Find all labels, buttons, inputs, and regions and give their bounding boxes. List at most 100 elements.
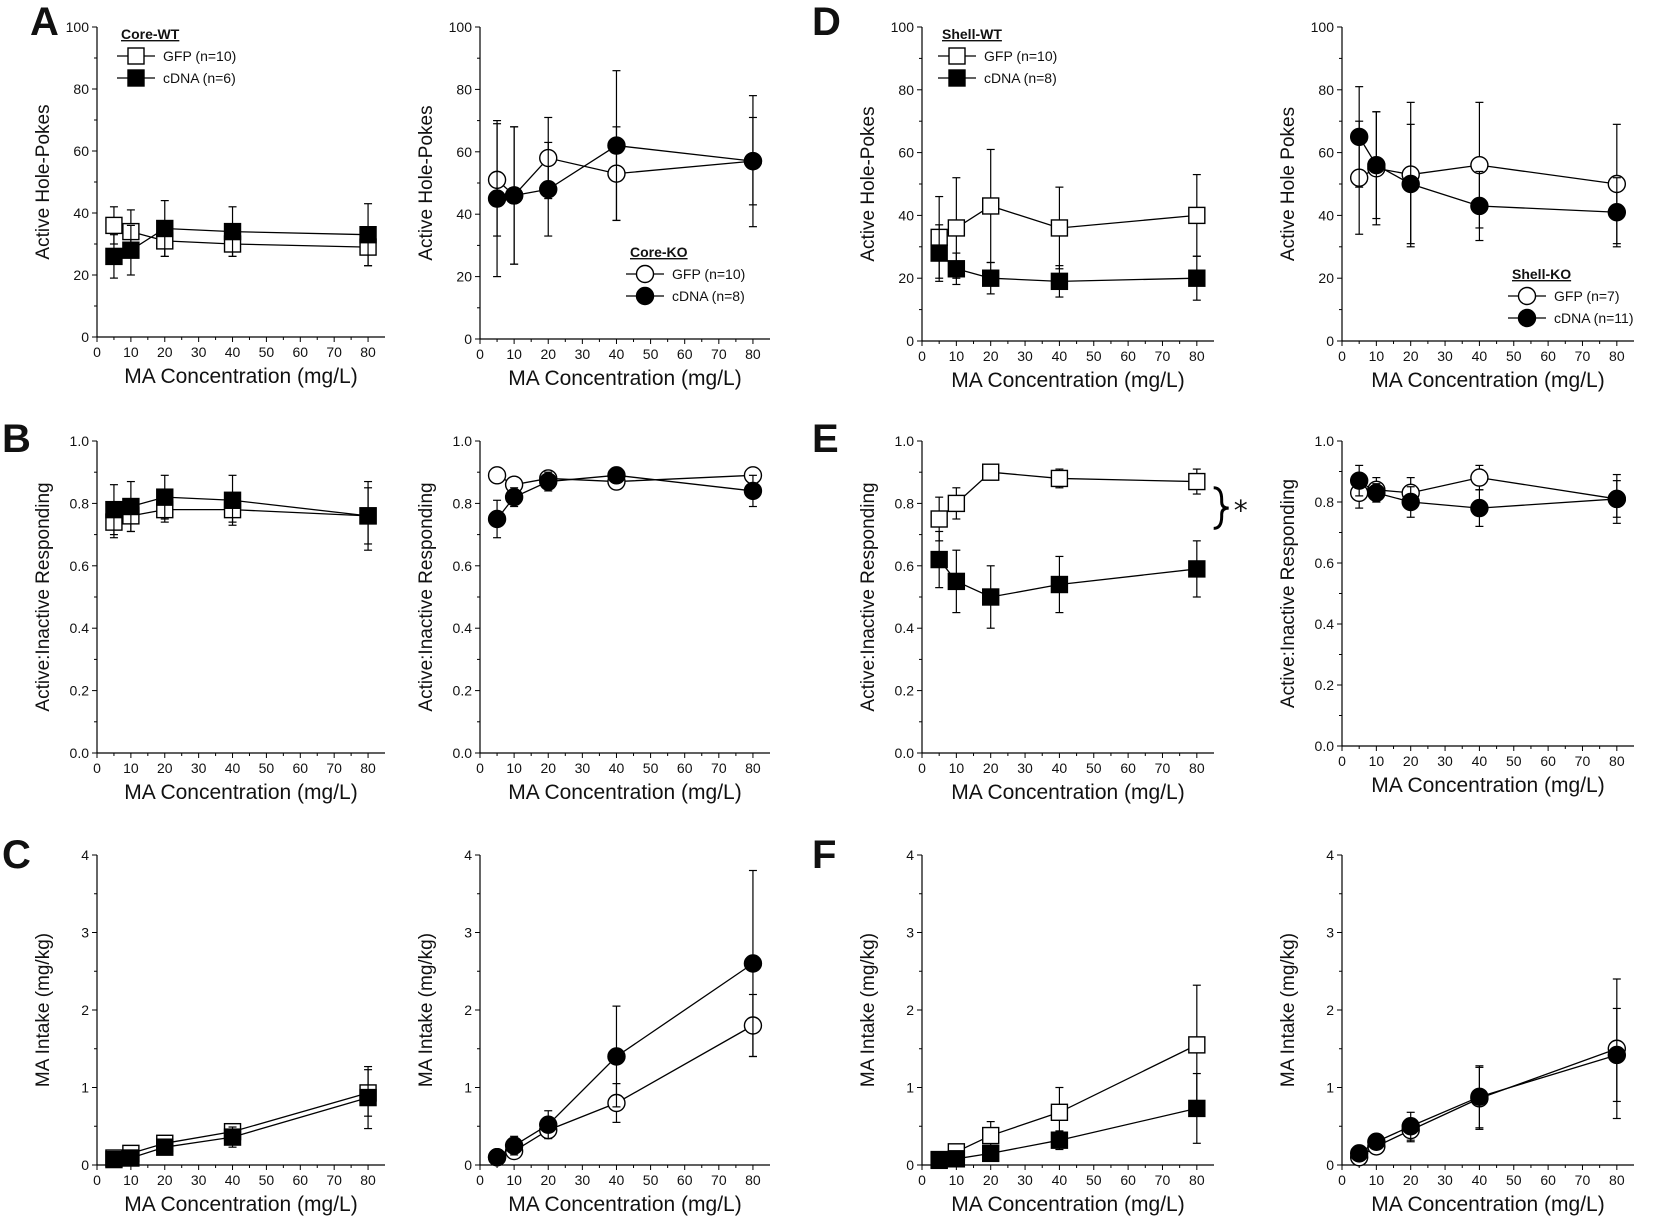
data-point — [105, 500, 123, 519]
x-tick-label: 50 — [259, 344, 275, 360]
legend-entry: cDNA (n=6) — [163, 70, 236, 86]
legend-entry: GFP (n=10) — [984, 48, 1057, 64]
series-circle-filled — [487, 70, 763, 278]
data-point — [947, 1150, 966, 1168]
data-point — [1470, 1087, 1489, 1107]
chart-f-left: 0 10 20 30 40 50 60 70 80 0 1 2 3 4 MA Concentration (… — [858, 847, 1214, 1216]
x-tick-label: 0 — [918, 348, 926, 364]
x-tick-label: 40 — [1052, 760, 1068, 776]
y-tick-label: 0 — [906, 1157, 914, 1173]
x-tick-label: 70 — [711, 1172, 727, 1188]
x-tick-label: 30 — [1437, 753, 1453, 769]
y-tick-label: 80 — [456, 81, 472, 97]
x-tick-label: 70 — [1575, 753, 1591, 769]
y-tick-label: 0.8 — [895, 495, 915, 511]
chart-c-left: 0 10 20 30 40 50 60 70 80 0 1 2 3 4 MA Concentration (… — [33, 847, 385, 1216]
x-tick-label: 60 — [1120, 1172, 1136, 1188]
y-tick-label: 3 — [81, 925, 89, 941]
data-point — [982, 1144, 1000, 1163]
data-point — [1367, 1132, 1386, 1151]
x-tick-label: 10 — [1369, 753, 1385, 769]
y-tick-label: 40 — [73, 205, 89, 221]
x-axis-title: MA Concentration (mg/L) — [508, 367, 741, 390]
legend: Shell-WT GFP (n=10) cDNA (n=8) — [938, 26, 1057, 87]
x-tick-label: 50 — [259, 1172, 275, 1188]
x-tick-label: 20 — [157, 1172, 173, 1188]
data-point — [1050, 272, 1069, 291]
x-tick-label: 0 — [93, 1172, 101, 1188]
x-tick-label: 10 — [123, 760, 139, 776]
x-tick-label: 50 — [643, 1172, 659, 1188]
x-tick-label: 40 — [1052, 1172, 1068, 1188]
x-tick-label: 0 — [918, 760, 926, 776]
series-circle-open — [1349, 978, 1627, 1167]
y-tick-label: 0.8 — [453, 495, 473, 511]
chart-e-right: 0 10 20 30 40 50 60 70 80 0.0 0.2 0.4 0.6 0.8 1.0 MA Co… — [1278, 433, 1634, 797]
x-tick-label: 0 — [93, 760, 101, 776]
y-tick-label: 100 — [66, 19, 90, 35]
series-circle-filled — [487, 466, 763, 539]
x-tick-label: 30 — [1017, 1172, 1033, 1188]
x-axis-title: MA Concentration (mg/L) — [508, 1193, 741, 1216]
data-point — [1050, 575, 1069, 594]
x-tick-label: 10 — [506, 760, 522, 776]
y-tick-label: 40 — [1318, 207, 1334, 223]
data-point — [1607, 489, 1627, 509]
x-tick-label: 60 — [1120, 760, 1136, 776]
legend-entry: GFP (n=10) — [163, 48, 236, 64]
data-point — [122, 497, 140, 516]
data-point — [930, 510, 948, 528]
x-tick-label: 60 — [1540, 348, 1556, 364]
x-tick-label: 20 — [1403, 753, 1419, 769]
x-tick-label: 80 — [745, 760, 761, 776]
data-point — [1607, 1045, 1627, 1065]
panel-label-c: C — [2, 833, 31, 877]
x-tick-label: 10 — [949, 348, 965, 364]
x-tick-label: 60 — [293, 344, 309, 360]
x-axis-title: MA Concentration (mg/L) — [1371, 369, 1604, 392]
y-tick-label: 0.8 — [1315, 494, 1335, 510]
x-tick-label: 70 — [326, 760, 342, 776]
panel-label-f: F — [812, 833, 836, 877]
y-tick-label: 0.0 — [70, 745, 90, 761]
series-circle-open — [487, 993, 763, 1167]
data-point — [223, 491, 242, 509]
x-tick-label: 80 — [1609, 753, 1625, 769]
y-axis-title: Active Hole-Pokes — [858, 106, 879, 261]
data-point — [947, 219, 966, 237]
legend-entry: cDNA (n=8) — [672, 288, 745, 304]
x-tick-label: 20 — [983, 760, 999, 776]
y-tick-label: 0.6 — [1315, 555, 1335, 571]
y-tick-label: 3 — [906, 925, 914, 941]
data-point — [122, 241, 140, 259]
x-tick-label: 40 — [609, 1172, 625, 1188]
data-point — [487, 509, 507, 529]
y-tick-label: 0.8 — [70, 495, 90, 511]
x-tick-label: 80 — [1189, 1172, 1205, 1188]
y-tick-label: 3 — [1326, 925, 1334, 941]
y-axis-title: Active Hole-Pokes — [33, 104, 54, 259]
legend-marker — [635, 264, 655, 284]
series-square-open — [930, 148, 1206, 279]
x-tick-label: 0 — [1338, 753, 1346, 769]
chart-d-right: 0 10 20 30 40 50 60 70 80 0 20 40 60 80 100 MA Concentr… — [1278, 19, 1634, 392]
x-tick-label: 10 — [1369, 348, 1385, 364]
x-tick-label: 30 — [191, 1172, 207, 1188]
x-tick-label: 50 — [643, 760, 659, 776]
data-point — [122, 1149, 140, 1167]
y-axis-title: MA Intake (mg/kg) — [33, 933, 54, 1087]
x-tick-label: 0 — [476, 1172, 484, 1188]
series-square-filled — [105, 474, 377, 551]
data-point — [1188, 1099, 1206, 1118]
y-tick-label: 0.4 — [70, 620, 90, 636]
x-tick-label: 20 — [540, 760, 556, 776]
y-tick-label: 100 — [891, 19, 915, 35]
series-circle-open — [487, 116, 763, 265]
y-tick-label: 1.0 — [70, 433, 90, 449]
legend-title: Core-KO — [630, 244, 688, 260]
x-axis-title: MA Concentration (mg/L) — [124, 781, 357, 804]
data-point — [359, 507, 377, 525]
x-tick-label: 30 — [575, 1172, 591, 1188]
x-tick-label: 50 — [1506, 753, 1522, 769]
data-point — [607, 136, 626, 155]
